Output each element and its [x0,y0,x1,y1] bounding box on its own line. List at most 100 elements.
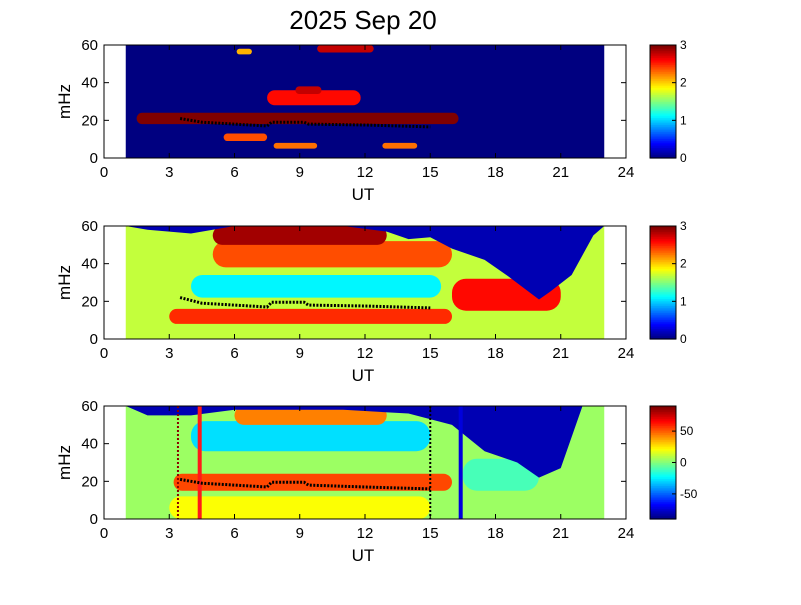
colorbar-step [650,497,676,501]
spectral-band [169,308,452,324]
colorbar-step [650,312,676,315]
colorbar-step [650,66,676,69]
colorbar-step [650,416,676,419]
x-tick-label: 3 [165,525,173,542]
panel-3: 0 3 6 9 12 15 18 21 24 0 20 40 60 UT mHz 50 0 -50 [55,398,698,565]
colorbar-step [650,240,676,243]
colorbar-step [650,259,676,262]
colorbar-step [650,241,676,245]
colorbar-step [650,331,676,335]
colorbar-tick-label: 0 [680,456,687,470]
y-axis-label: mHz [55,265,74,300]
colorbar: 0 1 2 3 [649,38,687,165]
colorbar-step [650,434,676,437]
x-tick-label: 3 [165,345,173,362]
colorbar-step [650,69,676,73]
colorbar-step [650,319,676,322]
colorbar-step [650,234,676,238]
y-tick-label: 0 [90,331,98,348]
colorbar-step [650,476,676,479]
colorbar-step [650,317,676,321]
colorbar-step [650,294,676,298]
colorbar-step [650,316,676,319]
colorbar-step [650,488,676,492]
x-tick-label: 0 [100,525,108,542]
colorbar-step [650,110,676,113]
colorbar-step [650,291,676,294]
colorbar-step [650,261,676,264]
x-tick-label: 9 [296,164,304,181]
colorbar-step [650,48,676,51]
colorbar-step [650,469,676,472]
colorbar-step [650,53,676,57]
frequency-trace [179,296,431,310]
colorbar-step [650,145,676,149]
colorbar-step [650,428,676,432]
colorbar-step [650,248,676,252]
colorbar-step [650,277,676,280]
colorbar-step [650,427,676,430]
colorbar-step [650,115,676,118]
colorbar-step [650,481,676,485]
spectral-band [223,133,268,142]
colorbar-step [650,112,676,115]
colorbar-step [650,330,676,333]
colorbar: 50 0 -50 [649,405,698,520]
colorbar-step [650,71,676,74]
colorbar-step [650,131,676,134]
colorbar-step [650,513,676,517]
colorbar-step [650,466,676,469]
colorbar-tick-label: 3 [680,219,687,233]
spectral-band [462,458,539,491]
colorbar-step [650,448,676,451]
colorbar-step [650,59,676,62]
x-tick-label: 12 [357,164,374,181]
colorbar-tick-label: 2 [680,76,687,90]
colorbar-step [650,333,676,337]
colorbar-tick-label: 3 [680,38,687,52]
colorbar-step [650,444,676,448]
x-tick-label: 15 [422,345,439,362]
colorbar-step [650,55,676,58]
x-tick-label: 6 [230,345,238,362]
y-tick-label: 60 [81,398,98,415]
colorbar-step [650,142,676,145]
spectral-band [136,112,459,125]
colorbar-step [650,436,676,439]
colorbar-step [650,135,676,138]
spectral-band [234,406,387,425]
colorbar-step [650,108,676,111]
colorbar-step [650,414,676,418]
spectrogram [125,406,605,519]
x-tick-label: 3 [165,164,173,181]
colorbar-step [650,508,676,511]
colorbar-step [650,52,676,55]
colorbar-step [650,60,676,64]
colorbar-step [650,117,676,120]
colorbar-step [650,326,676,330]
colorbar-step [650,149,676,152]
figure-title: 2025 Sep 20 [289,5,436,35]
colorbar-step [650,483,676,487]
x-tick-label: 15 [422,164,439,181]
colorbar-step [650,138,676,141]
colorbar-step [650,443,676,446]
x-tick-label: 15 [422,525,439,542]
y-tick-label: 40 [81,256,98,273]
colorbar-step [650,501,676,504]
colorbar-step [650,504,676,508]
colorbar-tick-label: 0 [680,332,687,346]
colorbar-step [650,418,676,421]
colorbar-step [650,46,676,50]
colorbar-step [650,321,676,324]
colorbar-step [650,80,676,83]
colorbar-step [650,471,676,474]
colorbar-step [650,99,676,103]
colorbar-step [650,254,676,257]
x-axis-label: UT [352,185,375,204]
spectral-band [173,473,452,491]
spectral-band [212,226,387,245]
x-tick-label: 18 [487,164,504,181]
colorbar-step [650,300,676,303]
